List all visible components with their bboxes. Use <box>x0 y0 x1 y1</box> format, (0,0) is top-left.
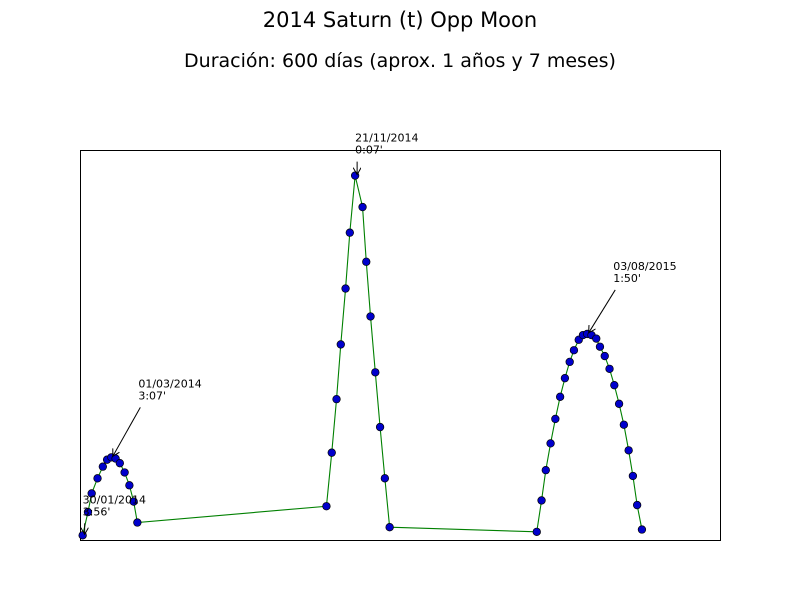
data-point <box>83 507 93 517</box>
data-point <box>375 422 385 432</box>
data-point <box>560 374 570 383</box>
annotation-time: 3:56' <box>83 505 111 518</box>
data-point <box>532 527 541 537</box>
data-point <box>537 496 546 505</box>
data-point <box>322 502 331 511</box>
data-point <box>595 342 605 351</box>
data-point <box>385 523 394 532</box>
data-point <box>120 468 129 477</box>
plot-area-frame <box>80 150 721 541</box>
annotation-date: 21/11/2014 <box>355 132 418 145</box>
data-point <box>632 500 642 510</box>
data-point <box>610 381 619 390</box>
annotation-arrow <box>113 407 141 455</box>
data-point <box>624 446 633 455</box>
data-point <box>614 399 624 408</box>
data-point <box>619 420 629 429</box>
data-point <box>358 202 367 212</box>
data-point <box>371 368 380 377</box>
data-point <box>605 364 614 374</box>
chart-subtitle: Duración: 600 días (aprox. 1 años y 7 me… <box>184 50 616 72</box>
data-point <box>541 465 550 475</box>
data-point <box>341 284 350 293</box>
annotation-arrow <box>589 289 616 332</box>
data-point <box>133 518 142 527</box>
chart-title: 2014 Saturn (t) Opp Moon <box>262 8 538 32</box>
data-point <box>569 346 579 355</box>
data-point <box>78 531 87 540</box>
data-point <box>332 394 341 404</box>
data-point <box>565 357 574 367</box>
data-point <box>380 474 390 483</box>
data-point <box>350 171 360 180</box>
data-point <box>93 474 102 483</box>
data-point <box>362 257 371 266</box>
data-point <box>129 497 138 506</box>
annotation-time: 1:50' <box>613 272 641 285</box>
data-point <box>555 392 565 401</box>
data-point <box>551 414 560 424</box>
data-point <box>600 351 609 361</box>
data-point <box>98 462 107 471</box>
data-point <box>115 459 124 468</box>
annotation-time: 0:07' <box>355 144 383 157</box>
data-point <box>592 334 601 343</box>
data-point <box>125 481 134 490</box>
data-point <box>87 489 96 498</box>
annotation-date: 30/01/2014 <box>83 493 146 506</box>
data-point <box>628 471 638 481</box>
data-point <box>366 312 375 321</box>
data-point <box>345 228 354 237</box>
annotation-time: 3:07' <box>138 389 166 402</box>
data-point <box>637 525 647 534</box>
annotation-date: 01/03/2014 <box>138 377 201 390</box>
data-point <box>336 340 345 349</box>
data-point <box>546 439 555 448</box>
data-point <box>327 448 336 457</box>
annotation-date: 03/08/2015 <box>613 260 676 273</box>
